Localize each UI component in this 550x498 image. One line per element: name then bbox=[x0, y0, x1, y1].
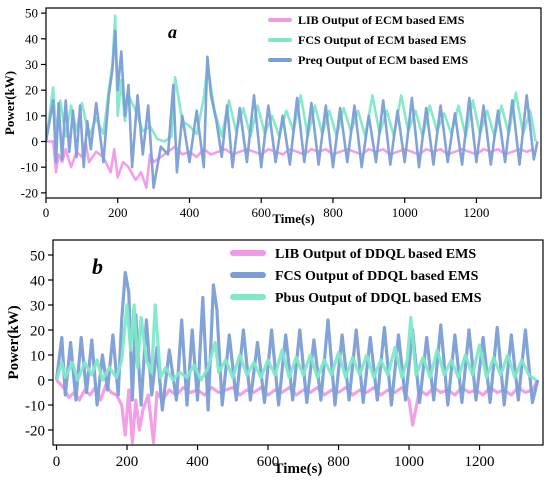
x-tick-label: 800 bbox=[327, 454, 350, 470]
y-axis-label: Power(kW) bbox=[2, 71, 17, 135]
y-tick-label: 30 bbox=[30, 298, 45, 314]
y-tick-label: 40 bbox=[25, 31, 38, 46]
plot-frame bbox=[45, 7, 542, 199]
legend-label-1: FCS Output of DDQL based EMS bbox=[275, 269, 479, 284]
y-tick-label: 50 bbox=[25, 6, 38, 21]
y-tick-label: 0 bbox=[38, 373, 46, 389]
y-tick-label: -10 bbox=[21, 160, 38, 175]
legend-label-2: Preq Output of ECM based EMS bbox=[298, 53, 468, 67]
x-tick-label: 0 bbox=[53, 454, 61, 470]
x-tick-label: 400 bbox=[186, 454, 209, 470]
y-axis-label: Power(kW) bbox=[6, 305, 22, 379]
x-tick-label: 1200 bbox=[463, 205, 489, 220]
panel-label: a bbox=[168, 22, 177, 42]
plot-area bbox=[54, 270, 540, 445]
y-tick-label: 10 bbox=[30, 348, 45, 364]
y-tick-label: 30 bbox=[25, 57, 38, 72]
legend-label-2: Pbus Output of DDQL based EMS bbox=[275, 291, 482, 306]
panel-b: 0 200 400 600 800 1000 1200 -20 -10 0 10 20 30 40 50 Ti… bbox=[6, 239, 544, 477]
y-tick-label: -20 bbox=[25, 423, 45, 439]
x-axis-label: Time(s) bbox=[274, 461, 323, 477]
plot-frame bbox=[52, 239, 544, 446]
x-tick-label: 0 bbox=[43, 205, 50, 220]
panel-a: 0 200 400 600 800 1000 1200 -20 -10 0 10 20 30 40 50 Ti… bbox=[2, 6, 542, 226]
x-tick-label: 600 bbox=[257, 454, 280, 470]
x-tick-label: 1000 bbox=[392, 205, 418, 220]
y-tick-label: -10 bbox=[25, 398, 45, 414]
legend-label-0: LIB Output of ECM based EMS bbox=[298, 13, 465, 27]
series-line-0 bbox=[46, 140, 535, 189]
series-line-2 bbox=[54, 303, 537, 382]
x-axis-label: Time(s) bbox=[272, 211, 314, 226]
x-tick-label: 1000 bbox=[394, 454, 424, 470]
panel-label: b bbox=[92, 254, 103, 279]
x-tick-label: 400 bbox=[180, 205, 200, 220]
series-line-0 bbox=[55, 378, 540, 445]
y-tick-label: 40 bbox=[30, 273, 45, 289]
legend: LIB Output of DDQL based EMS FCS Output o… bbox=[230, 247, 482, 306]
legend: LIB Output of ECM based EMS FCS Output of… bbox=[268, 13, 468, 67]
x-tick-label: 800 bbox=[323, 205, 343, 220]
x-tick-label: 600 bbox=[251, 205, 271, 220]
plot-area bbox=[46, 14, 539, 189]
series-line-2 bbox=[46, 29, 539, 189]
legend-label-1: FCS Output of ECM based EMS bbox=[298, 33, 467, 47]
y-tick-label: 10 bbox=[25, 108, 38, 123]
y-tick-label: 50 bbox=[30, 248, 45, 264]
y-tick-label: -20 bbox=[21, 185, 38, 200]
x-tick-label: 200 bbox=[116, 454, 139, 470]
legend-label-0: LIB Output of DDQL based EMS bbox=[275, 247, 476, 262]
y-tick-label: 20 bbox=[30, 323, 45, 339]
x-tick-label: 1200 bbox=[465, 454, 495, 470]
y-tick-label: 0 bbox=[32, 134, 39, 149]
x-tick-label: 200 bbox=[108, 205, 128, 220]
series-line-1 bbox=[54, 270, 540, 412]
y-tick-label: 20 bbox=[25, 83, 38, 98]
